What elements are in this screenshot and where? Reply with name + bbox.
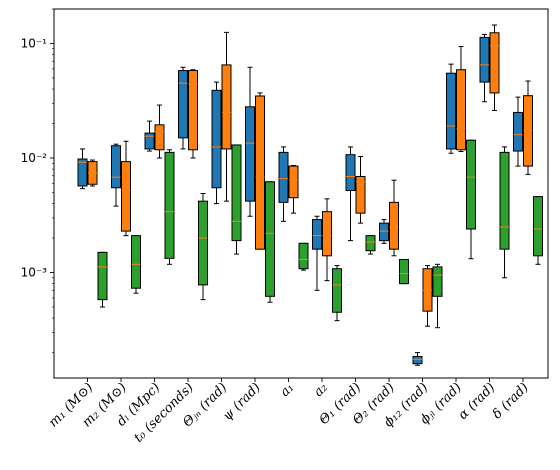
- box-body: [154, 124, 165, 151]
- box-body: [221, 64, 232, 150]
- box-green-8: [332, 265, 342, 322]
- box-blue-1: [77, 148, 88, 190]
- box-blue-3: [144, 120, 155, 152]
- box-orange-6: [255, 92, 265, 250]
- box-blue-14: [513, 96, 523, 167]
- box-green-1: [97, 251, 108, 308]
- box-body: [513, 111, 523, 152]
- box-body: [345, 154, 356, 192]
- box-blue-13: [479, 33, 490, 103]
- box-body: [198, 200, 208, 286]
- box-body: [111, 145, 121, 189]
- box-green-5: [231, 144, 242, 255]
- box-body: [131, 235, 141, 289]
- box-orange-7: [288, 165, 299, 214]
- box-body: [523, 95, 533, 167]
- box-orange-5: [221, 31, 232, 202]
- box-blue-12: [446, 63, 456, 154]
- box-body: [144, 132, 155, 150]
- box-green-6: [265, 181, 275, 303]
- box-orange-8: [322, 198, 332, 282]
- box-blue-2: [111, 143, 121, 207]
- box-orange-10: [389, 179, 399, 257]
- y-tick-label: 10⁻³: [21, 266, 48, 280]
- box-body: [77, 158, 88, 187]
- box-body: [332, 268, 342, 313]
- box-green-7: [298, 242, 309, 271]
- box-blue-7: [278, 146, 289, 222]
- box-orange-3: [154, 104, 165, 159]
- box-body: [399, 258, 409, 285]
- box-body: [389, 201, 399, 250]
- box-blue-5: [211, 81, 222, 205]
- x-axis: m₁ (M⊙)m₂ (M⊙)dₗ (Mpc)t₀ (seconds)Θⱼₙ (r…: [46, 378, 532, 446]
- box-green-4: [198, 192, 208, 301]
- box-body: [533, 196, 543, 257]
- box-body: [255, 95, 265, 250]
- y-tick-label: 10⁻¹: [21, 36, 48, 50]
- x-tick-label: ψ (rad): [220, 380, 264, 424]
- plot-frame: [53, 8, 549, 379]
- box-green-2: [131, 235, 141, 294]
- x-tick-label: δ (rad): [490, 380, 532, 422]
- box-orange-12: [456, 46, 466, 152]
- box-orange-2: [121, 140, 131, 237]
- box-green-12: [466, 139, 476, 260]
- box-blue-11: [412, 352, 423, 366]
- box-body: [97, 251, 108, 301]
- box-body: [355, 175, 366, 214]
- box-body: [499, 151, 510, 250]
- box-orange-14: [523, 80, 533, 175]
- box-orange-11: [422, 265, 433, 327]
- box-body: [365, 235, 376, 252]
- box-green-11: [432, 263, 443, 329]
- box-body: [322, 211, 332, 257]
- x-tick-label: a₂: [311, 380, 331, 400]
- box-body: [278, 151, 289, 203]
- box-body: [121, 161, 131, 232]
- box-orange-9: [355, 156, 366, 224]
- box-blue-10: [379, 219, 389, 244]
- box-orange-13: [489, 24, 500, 111]
- box-body: [245, 106, 255, 202]
- y-axis: 10⁻³ 10⁻² 10⁻¹: [21, 8, 54, 353]
- box-body: [312, 219, 322, 250]
- box-blue-6: [245, 66, 255, 217]
- box-orange-4: [188, 69, 198, 159]
- box-body: [265, 181, 275, 297]
- y-tick-label: 10⁻²: [21, 151, 48, 165]
- box-green-10: [399, 258, 409, 285]
- x-tick-label: a₁: [278, 380, 298, 400]
- box-body: [231, 144, 242, 242]
- x-tick-label: α (rad): [456, 380, 499, 423]
- box-body: [164, 151, 175, 259]
- box-blue-4: [178, 66, 188, 150]
- box-body: [466, 139, 476, 230]
- box-body: [479, 36, 490, 83]
- box-green-14: [533, 196, 543, 265]
- box-body: [432, 266, 443, 297]
- box-blue-9: [345, 146, 356, 242]
- box-orange-1: [87, 159, 98, 187]
- box-green-13: [499, 146, 510, 279]
- box-body: [446, 72, 456, 150]
- box-body: [456, 69, 466, 151]
- series-orange: [87, 24, 533, 327]
- box-green-3: [164, 149, 175, 265]
- box-green-9: [365, 235, 376, 255]
- box-body: [288, 165, 299, 199]
- box-body: [188, 70, 198, 151]
- box-blue-8: [312, 215, 322, 291]
- series-layer: [77, 24, 543, 366]
- box-body: [379, 222, 389, 242]
- box-body: [178, 70, 188, 139]
- box-body: [298, 242, 309, 270]
- box-body: [412, 355, 423, 365]
- series-blue: [77, 33, 523, 366]
- series-green: [97, 139, 543, 329]
- box-body: [489, 32, 500, 94]
- box-body: [211, 89, 222, 189]
